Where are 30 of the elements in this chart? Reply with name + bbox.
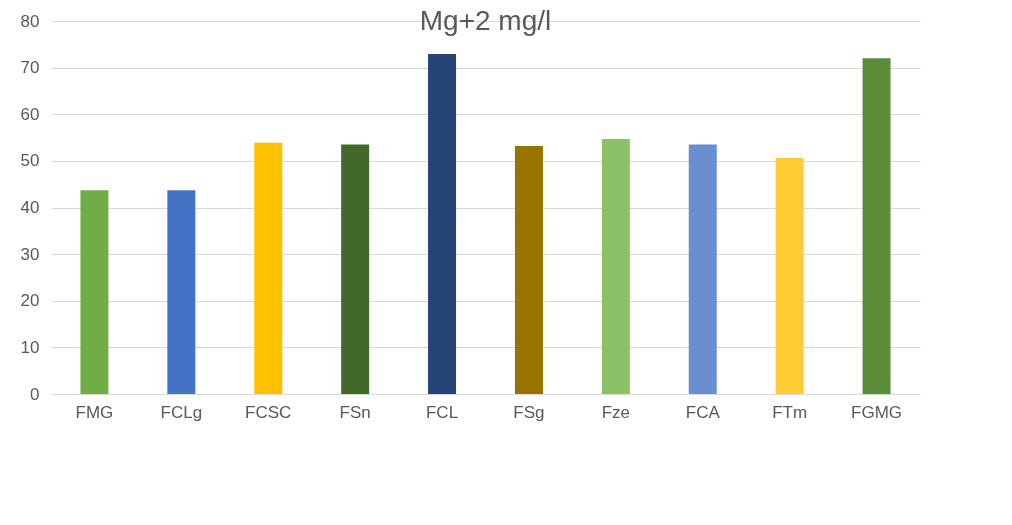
x-tick-label: FCSC [245, 402, 292, 422]
x-tick-label: FTm [772, 402, 808, 422]
x-tick-label: FSn [339, 402, 371, 422]
bar [428, 54, 457, 394]
x-tick-label: FSg [513, 402, 545, 422]
x-tick-label: FCA [685, 402, 721, 422]
y-tick-label: 0 [30, 384, 40, 404]
bar [775, 158, 804, 394]
y-tick-label: 70 [20, 58, 40, 78]
x-tick-label: FMG [75, 402, 114, 422]
bar [80, 190, 109, 394]
y-tick-label: 60 [20, 104, 40, 124]
bar [254, 142, 283, 394]
y-tick-label: 50 [20, 151, 40, 171]
x-tick-label: Fze [601, 402, 631, 422]
x-tick-label: FCLg [160, 402, 203, 422]
bar [341, 144, 370, 394]
bar [601, 138, 630, 394]
x-tick-label: FCL [425, 402, 459, 422]
y-tick-label: 40 [20, 198, 40, 217]
y-tick-label: 20 [20, 291, 40, 311]
bar [514, 145, 543, 394]
bar [862, 58, 891, 394]
bar [167, 190, 196, 394]
bar [688, 144, 717, 394]
y-tick-label: 10 [20, 337, 40, 357]
x-tick-label: FGMG [851, 402, 903, 422]
chart-title: Mg+2 mg/l [419, 5, 552, 36]
y-tick-label: 30 [20, 244, 40, 264]
y-tick-label: 80 [20, 11, 40, 31]
